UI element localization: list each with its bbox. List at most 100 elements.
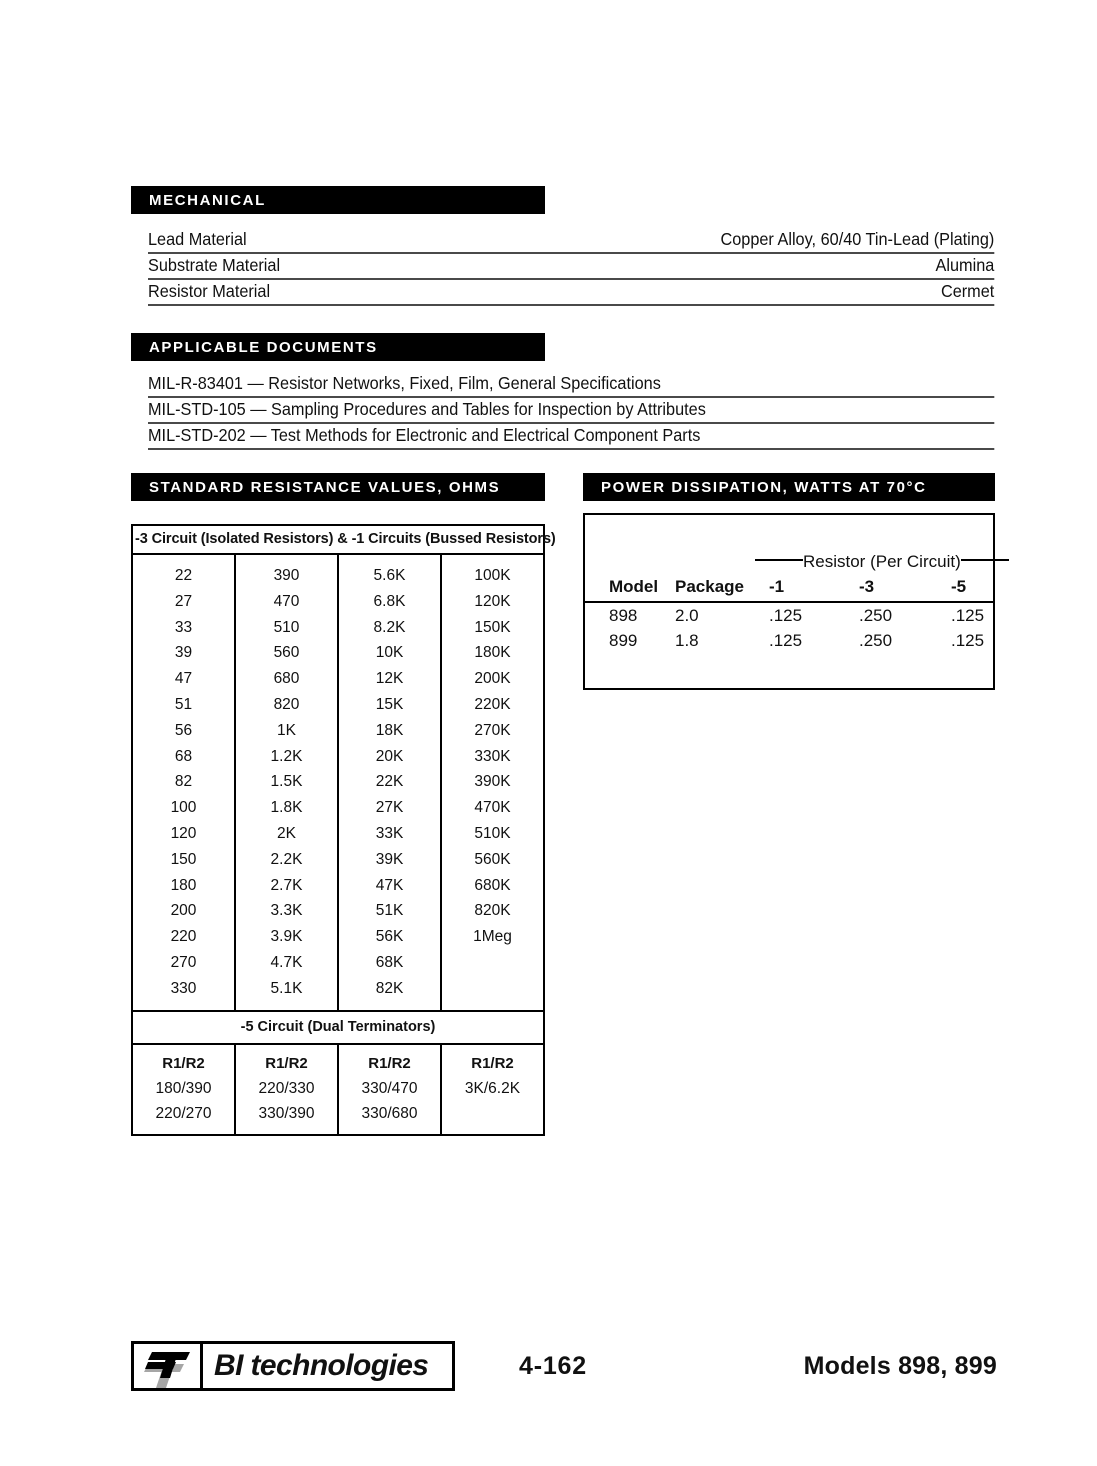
resistance-value: 5.6K: [373, 567, 406, 584]
resistance-value: 100: [170, 799, 197, 817]
models-label: Models 898, 899: [803, 1352, 997, 1380]
resistance-value: 200: [170, 902, 197, 920]
resistance-value: 2K: [277, 824, 296, 842]
page-number: 4-162: [519, 1352, 587, 1380]
resistance-value: 1.8K: [270, 799, 303, 817]
resistance-value: 150: [170, 850, 197, 868]
resistance-value: 200K: [474, 670, 511, 688]
resistance-value: 5.1K: [270, 979, 303, 997]
dual-column-header: R1/R2: [368, 1054, 411, 1072]
cell-package: 1.8: [675, 631, 699, 650]
mechanical-row-label: Substrate Material: [148, 255, 281, 275]
resistance-value: 270: [170, 953, 197, 971]
dual-value: 220/270: [155, 1104, 212, 1122]
mechanical-row: Lead Material Copper Alloy, 60/40 Tin-Le…: [148, 228, 995, 254]
resistance-value: 1.2K: [270, 747, 303, 765]
resistance-value: 56K: [375, 928, 404, 946]
dual-value: 180/390: [155, 1079, 212, 1097]
resistance-value: 47: [174, 670, 193, 688]
resistance-value: 330K: [474, 747, 511, 765]
resistance-value: 3.3K: [270, 902, 303, 920]
mechanical-row-value: Alumina: [935, 255, 995, 275]
resistance-table-title: -3 Circuit (Isolated Resistors) & -1 Cir…: [133, 526, 556, 555]
section-header-mechanical: MECHANICAL: [131, 186, 545, 214]
cell-minus-3: .250: [859, 606, 893, 625]
brand-logo: BI technologies: [131, 1341, 455, 1391]
mechanical-row: Resistor Material Cermet: [148, 280, 995, 306]
dual-value: 3K/6.2K: [464, 1079, 521, 1097]
column-header-model: Model: [585, 577, 675, 603]
resistance-column: 22 27 33 39 47 51 56 68 82 100 120 150 1…: [133, 555, 236, 1010]
resistance-value: 68K: [375, 953, 404, 971]
cell-package: 2.0: [675, 606, 699, 625]
dual-value: 330/470: [361, 1079, 418, 1097]
section-header-applicable-documents: APPLICABLE DOCUMENTS: [131, 333, 545, 361]
resistance-value: 1Meg: [473, 928, 512, 946]
brand-wordmark: BI technologies: [214, 1349, 429, 1382]
cell-model: 899: [609, 631, 638, 650]
group-rule-right-icon: [960, 559, 1009, 561]
resistance-value: 68: [174, 747, 193, 765]
column-header-minus-3: -3: [859, 577, 951, 603]
resistance-value: 47K: [375, 876, 404, 894]
table-header-row: Model Package -1 -3 -5: [585, 577, 993, 603]
resistance-value: 150K: [474, 618, 511, 636]
resistance-value: 82K: [375, 979, 404, 997]
resistance-value: 470K: [474, 799, 511, 817]
section-header-applicable-documents-label: APPLICABLE DOCUMENTS: [149, 338, 378, 356]
resistance-value: 1.5K: [270, 773, 303, 791]
document-row: MIL-STD-202 — Test Methods for Electroni…: [148, 424, 995, 450]
dual-column-header: R1/R2: [265, 1054, 308, 1072]
mechanical-row-label: Resistor Material: [148, 281, 271, 301]
document-row-text: MIL-STD-105 — Sampling Procedures and Ta…: [148, 399, 706, 419]
dual-column-header: R1/R2: [162, 1054, 205, 1072]
dual-value: 330/390: [258, 1104, 315, 1122]
resistance-value: 6.8K: [373, 592, 406, 610]
column-header-package: Package: [675, 577, 769, 603]
resistance-value: 180K: [474, 644, 511, 662]
resistance-value: 20K: [375, 747, 404, 765]
resistance-value-grid: 22 27 33 39 47 51 56 68 82 100 120 150 1…: [133, 555, 543, 1012]
cell-minus-1: .125: [769, 631, 803, 650]
resistance-value: 330: [170, 979, 197, 997]
dual-column-header: R1/R2: [471, 1054, 514, 1072]
dual-terminators-title: -5 Circuit (Dual Terminators): [133, 1012, 543, 1045]
document-row-text: MIL-STD-202 — Test Methods for Electroni…: [148, 425, 701, 445]
standard-resistance-table: -3 Circuit (Isolated Resistors) & -1 Cir…: [131, 524, 556, 1136]
dual-value: 220/330: [258, 1079, 315, 1097]
cell-minus-5: .125: [951, 631, 985, 650]
resistance-value: 33: [174, 618, 193, 636]
resistance-value: 510: [273, 618, 300, 636]
power-dissipation-table: Resistor (Per Circuit) Model Package -1 …: [583, 513, 1009, 690]
table-row: 899 1.8 .125 .250 .125: [585, 628, 993, 653]
resistance-value: 51: [174, 695, 193, 713]
power-dissipation-grid: Model Package -1 -3 -5 898 2.0 .125 .250…: [585, 577, 993, 653]
resistance-value: 22K: [375, 773, 404, 791]
document-row-text: MIL-R-83401 — Resistor Networks, Fixed, …: [148, 373, 661, 393]
column-header-minus-5: -5: [951, 577, 993, 603]
document-row: MIL-R-83401 — Resistor Networks, Fixed, …: [148, 372, 995, 398]
mechanical-row-value: Cermet: [940, 281, 995, 301]
resistance-column: 5.6K 6.8K 8.2K 10K 12K 15K 18K 20K 22K 2…: [339, 555, 442, 1010]
dual-column: R1/R2 3K/6.2K: [442, 1045, 543, 1134]
resistance-value: 120: [170, 824, 197, 842]
section-header-standard-resistance-label: STANDARD RESISTANCE VALUES, OHMS: [149, 478, 501, 496]
table-row: 898 2.0 .125 .250 .125: [585, 602, 993, 628]
mechanical-row-label: Lead Material: [148, 229, 247, 249]
group-label-text: Resistor (Per Circuit): [803, 552, 961, 571]
resistance-value: 56: [174, 721, 193, 739]
dual-column: R1/R2 330/470 330/680: [339, 1044, 442, 1134]
resistance-value: 39K: [375, 850, 404, 868]
resistance-value: 33K: [375, 824, 404, 842]
resistance-value: 560K: [474, 850, 511, 868]
resistance-value: 680K: [474, 876, 511, 894]
resistance-value: 120K: [474, 592, 511, 610]
resistance-value: 2.7K: [270, 876, 303, 894]
resistance-value: 390: [273, 567, 300, 584]
resistance-value: 39: [174, 644, 193, 662]
resistance-value: 680: [273, 670, 300, 688]
dual-column: R1/R2 220/330 330/390: [236, 1044, 339, 1134]
resistance-value: 12K: [375, 670, 404, 688]
resistance-value: 220: [170, 928, 197, 946]
